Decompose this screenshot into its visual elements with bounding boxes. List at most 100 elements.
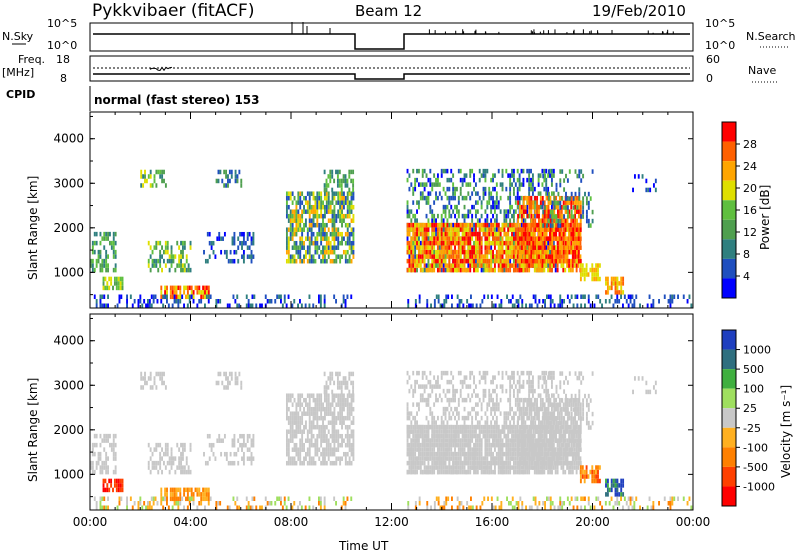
power-cell [347,214,349,219]
power-cell [496,196,498,201]
power-cell [509,187,511,192]
power-cell [312,304,314,309]
velocity-cell [208,488,210,493]
power-cell [443,241,445,246]
power-cell [422,182,424,187]
y-tick-label: 1000 [53,265,84,279]
power-cell [408,268,410,273]
velocity-cell [316,407,318,412]
power-cell [477,218,479,223]
power-cell [454,223,456,228]
velocity-cell [297,411,299,416]
velocity-cell [330,443,332,448]
velocity-cell [341,420,343,425]
velocity-cell [245,443,247,448]
power-cell [450,169,452,174]
power-cell [424,227,426,232]
power-cell [407,241,409,246]
power-cell [548,209,550,214]
power-cell [492,241,494,246]
velocity-cell [452,393,454,398]
velocity-cell [337,376,339,381]
power-cell [526,254,528,259]
velocity-cell [530,384,532,389]
velocity-cell [184,443,186,448]
power-cell [190,268,192,273]
velocity-cell [335,456,337,461]
velocity-cell [115,452,117,457]
power-cell [190,241,192,246]
power-cell [441,268,443,273]
power-cell [225,183,227,188]
velocity-cell [232,443,234,448]
power-cell [460,263,462,268]
power-cell [500,236,502,241]
power-cell [567,210,569,215]
power-cell [113,236,115,241]
velocity-cell [515,402,517,407]
power-cell [580,214,582,219]
power-cell [614,299,616,304]
power-cell [470,304,472,309]
velocity-cell [314,425,316,430]
velocity-cell [191,492,193,497]
power-cell [521,227,523,232]
velocity-cell [513,420,515,425]
velocity-cell [445,411,447,416]
velocity-cell [174,492,176,497]
power-cell [316,191,318,196]
power-cell [538,218,540,223]
velocity-cell [333,407,335,412]
power-cell [484,250,486,255]
velocity-cell [309,420,311,425]
power-cell [352,245,354,250]
power-cell [450,263,452,268]
power-cell [407,209,409,214]
velocity-cell [299,416,301,421]
velocity-cell [435,380,437,385]
power-cell [620,286,622,291]
power-cell [426,173,428,178]
velocity-cell [103,434,105,439]
velocity-cell [166,488,168,493]
power-cell [427,232,429,237]
velocity-cell [92,461,94,466]
power-cell [415,299,417,304]
power-cell [316,214,318,219]
power-cell [322,205,324,210]
power-cell [551,254,553,258]
power-cell [562,263,564,268]
power-cell [105,232,107,237]
power-cell [294,232,296,237]
power-cell [407,245,409,250]
power-cell [288,241,290,246]
power-cell [292,227,294,232]
velocity-data [90,371,692,510]
power-cell [517,196,519,201]
power-cell [240,179,242,184]
velocity-cell [190,447,192,452]
power-cell [437,232,439,237]
power-cell [297,254,299,258]
power-cell [316,245,318,250]
power-cell [454,191,456,196]
power-cell [443,268,445,273]
velocity-cell [339,402,341,407]
power-cell [550,223,552,228]
velocity-cell [295,407,297,412]
power-cell [427,236,429,241]
power-cell [303,223,305,228]
power-cell [422,169,424,174]
power-cell [118,281,120,286]
velocity-cell [309,398,311,403]
velocity-cell [324,461,326,466]
power-cell [445,169,447,174]
power-cell [557,245,559,250]
velocity-cell [352,452,354,457]
power-cell [498,232,500,237]
power-cell [101,236,103,241]
power-cell [555,236,557,241]
power-cell [218,170,220,175]
power-cell [144,174,146,179]
power-cell [452,268,454,273]
